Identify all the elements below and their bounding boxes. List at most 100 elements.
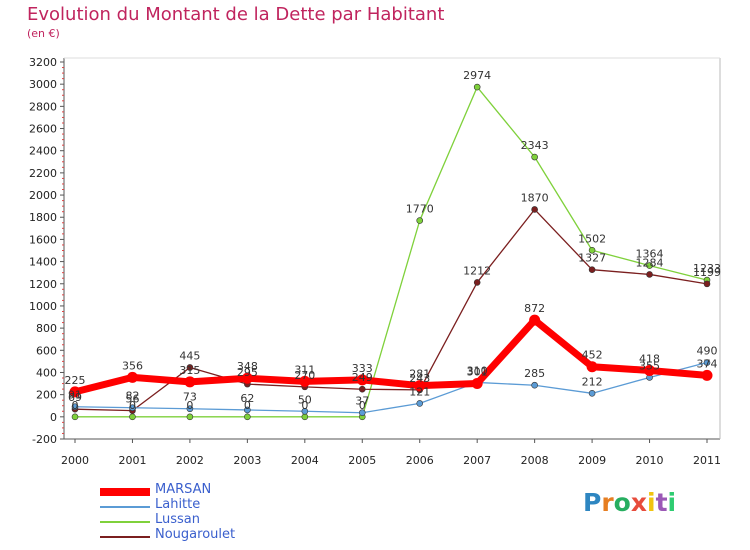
data-point: [184, 376, 196, 388]
x-tick-label: 2008: [521, 454, 549, 467]
y-tick-label: 2600: [29, 123, 57, 136]
data-point: [69, 386, 81, 398]
data-point: [414, 380, 426, 392]
line-chart: -200020040060080010001200140016001800200…: [29, 56, 721, 467]
data-point: [301, 407, 309, 415]
x-tick-label: 2006: [406, 454, 434, 467]
data-label: 1284: [636, 256, 664, 269]
data-point: [186, 413, 194, 421]
legend-swatch: [100, 488, 150, 496]
data-point: [416, 400, 424, 407]
y-tick-label: 800: [36, 322, 57, 335]
data-label: 37: [355, 395, 369, 408]
x-tick-label: 2004: [291, 454, 319, 467]
data-point: [703, 280, 711, 288]
data-point: [646, 262, 653, 269]
data-point: [416, 217, 424, 224]
y-tick-label: 2000: [29, 189, 57, 202]
data-point: [588, 246, 596, 254]
legend-label: Lussan: [155, 512, 201, 527]
data-label: 333: [352, 362, 373, 375]
data-point: [531, 153, 538, 161]
data-point: [588, 266, 596, 273]
legend-label: Nougaroulet: [155, 527, 236, 542]
data-label: 355: [639, 359, 660, 372]
logo-letter: t: [655, 488, 668, 517]
data-label: 0: [301, 399, 308, 412]
legend-swatch: [100, 536, 150, 538]
data-label: 121: [409, 385, 430, 398]
data-point: [531, 206, 538, 213]
y-tick-label: 2200: [29, 167, 57, 180]
data-point: [244, 413, 251, 421]
proxiti-logo: Proxiti: [583, 488, 676, 517]
data-label: 1770: [406, 203, 434, 216]
data-label: 91: [68, 389, 82, 402]
y-tick-label: 200: [36, 389, 57, 402]
data-label: 212: [582, 375, 603, 388]
legend-swatch: [100, 521, 150, 523]
y-tick-label: 0: [50, 411, 57, 424]
data-label: 0: [359, 399, 366, 412]
data-label: 1364: [636, 248, 664, 261]
chart-unit: (en €): [27, 27, 60, 40]
data-point: [644, 364, 656, 376]
data-point: [301, 413, 309, 421]
x-tick-label: 2003: [233, 454, 261, 467]
data-label: 1870: [521, 191, 549, 204]
data-label: 315: [179, 364, 200, 377]
data-point: [473, 83, 481, 91]
data-label: 249: [352, 371, 373, 384]
data-point: [186, 364, 194, 371]
x-tick-label: 2001: [118, 454, 146, 467]
y-tick-label: 3200: [29, 56, 57, 69]
data-label: 82: [125, 390, 139, 403]
series-line-nougaroulet: [74, 208, 708, 412]
data-label: 374: [697, 357, 718, 370]
data-label: 2343: [521, 139, 549, 152]
data-label: 1327: [578, 252, 606, 265]
data-label: 445: [179, 349, 200, 362]
data-label: 418: [639, 352, 660, 365]
data-point: [71, 403, 79, 411]
logo-letter: x: [630, 488, 647, 517]
data-point: [244, 406, 251, 414]
data-point: [586, 361, 598, 373]
legend-label: Lahitte: [155, 497, 201, 512]
logo-letter: i: [647, 488, 656, 517]
data-label: 490: [697, 344, 718, 357]
data-label: 311: [294, 363, 315, 376]
data-label: 1233: [693, 262, 721, 275]
data-label: 225: [65, 374, 86, 387]
data-label: 348: [237, 360, 258, 373]
x-tick-label: 2011: [693, 454, 721, 467]
data-label: 1212: [463, 264, 491, 277]
series-line-marsan: [71, 316, 711, 396]
x-tick-label: 2007: [463, 454, 491, 467]
data-label: 872: [524, 302, 545, 315]
y-tick-label: 1400: [29, 256, 57, 269]
data-label: 2974: [463, 69, 491, 82]
data-label: 62: [240, 392, 254, 405]
y-tick-label: 1000: [29, 300, 57, 313]
data-point: [703, 359, 711, 366]
y-tick-label: 1200: [29, 278, 57, 291]
x-tick-label: 2000: [61, 454, 89, 467]
data-point: [529, 314, 541, 326]
data-point: [186, 405, 194, 413]
data-label: 0: [244, 399, 251, 412]
y-tick-label: 400: [36, 366, 57, 379]
data-label: 1502: [578, 232, 606, 245]
series-line-lussan: [74, 86, 708, 418]
data-point: [646, 271, 653, 278]
data-point: [356, 374, 368, 386]
data-label: 0: [186, 399, 193, 412]
data-label: 1199: [693, 266, 721, 279]
data-point: [241, 372, 253, 384]
data-label: 243: [409, 372, 430, 385]
data-label: 310: [467, 364, 488, 377]
y-tick-label: 3000: [29, 78, 57, 91]
logo-letter: r: [601, 488, 614, 517]
data-label: 0: [72, 399, 79, 412]
data-point: [531, 381, 538, 389]
